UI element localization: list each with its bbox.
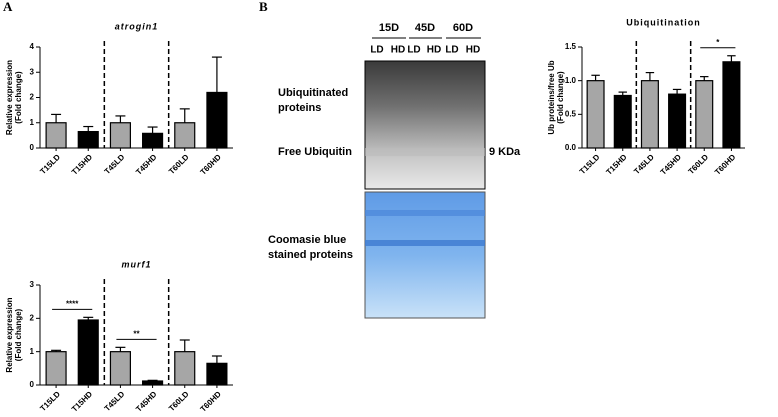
bar — [142, 380, 164, 386]
bar — [77, 319, 99, 386]
chart-title: murf1 — [121, 259, 151, 269]
blot-label: Ubiquitinated — [278, 87, 348, 99]
significance-label: **** — [66, 299, 79, 308]
y-axis-label: Relative expression — [5, 297, 14, 372]
x-tick-label: T45HD — [659, 152, 683, 176]
bar — [109, 351, 131, 386]
gel-band — [365, 240, 485, 246]
y-tick-label: 2 — [30, 93, 35, 102]
bar — [142, 132, 164, 149]
lane-label: HD — [391, 45, 405, 56]
lane-label: HD — [466, 45, 480, 56]
blot-label: proteins — [278, 102, 321, 114]
y-axis-label: (Fold change) — [14, 71, 23, 124]
y-axis-label: Relative expression — [5, 60, 14, 135]
x-tick-label: T60LD — [167, 389, 191, 413]
bar — [640, 80, 659, 149]
x-tick-label: T45LD — [632, 152, 656, 176]
blot-image — [364, 60, 486, 190]
x-tick-label: T60HD — [199, 152, 223, 176]
x-tick-label: T45LD — [103, 152, 127, 176]
blot-label: Free Ubiquitin — [278, 146, 352, 158]
bar — [722, 61, 741, 149]
bar — [206, 91, 228, 149]
y-tick-label: 1.5 — [565, 42, 577, 51]
panel-label: A — [3, 0, 13, 14]
y-tick-label: 1 — [30, 118, 35, 127]
y-tick-label: 0 — [30, 380, 35, 389]
bar — [77, 130, 99, 149]
bar — [45, 351, 67, 386]
lane-label: LD — [370, 45, 383, 56]
x-tick-label: T15LD — [578, 152, 602, 176]
x-tick-label: T60HD — [713, 152, 737, 176]
y-tick-label: 1 — [30, 347, 35, 356]
y-axis-label: (Fold change) — [14, 308, 23, 361]
bar — [586, 80, 605, 149]
y-axis-label: Ub proteins/free Ub — [547, 60, 556, 134]
x-tick-label: T15HD — [70, 389, 94, 413]
gel-band — [365, 210, 485, 216]
bar — [695, 80, 714, 149]
lane-label: LD — [407, 45, 420, 56]
group-label: 45D — [415, 22, 435, 34]
x-tick-label: T60LD — [167, 152, 191, 176]
significance-label: * — [716, 38, 720, 47]
blot-label: stained proteins — [268, 249, 353, 261]
bar — [668, 93, 687, 149]
blot-label: Coomasie blue — [268, 234, 346, 246]
x-tick-label: T45HD — [134, 389, 158, 413]
bar — [174, 351, 196, 386]
y-tick-label: 0.0 — [565, 143, 577, 152]
blot-band — [365, 148, 485, 156]
significance-label: ** — [133, 329, 140, 338]
bar — [206, 362, 228, 386]
y-tick-label: 4 — [30, 42, 35, 51]
x-tick-label: T60HD — [199, 389, 223, 413]
chart-title: atrogin1 — [115, 21, 159, 31]
blot-label: 9 KDa — [489, 146, 521, 158]
y-tick-label: 0.5 — [565, 109, 577, 118]
x-tick-label: T15LD — [38, 152, 62, 176]
group-label: 15D — [379, 22, 399, 34]
chart-title: Ubiquitination — [626, 17, 701, 27]
blot: 15D 45D 60D LD HD LD HD LD HD Ubiquitina… — [268, 22, 521, 319]
y-tick-label: 3 — [30, 280, 35, 289]
bar — [613, 94, 632, 149]
x-tick-label: T15LD — [38, 389, 62, 413]
group-label: 60D — [453, 22, 473, 34]
x-tick-label: T15HD — [604, 152, 628, 176]
x-tick-label: T60LD — [687, 152, 711, 176]
panel-label: B — [259, 0, 268, 14]
x-tick-label: T45HD — [134, 152, 158, 176]
y-tick-label: 3 — [30, 67, 35, 76]
lane-label: LD — [445, 45, 458, 56]
y-tick-label: 1.0 — [565, 76, 577, 85]
y-tick-label: 2 — [30, 313, 35, 322]
bar — [45, 122, 67, 149]
y-axis-label: (Fold change) — [556, 71, 565, 124]
x-tick-label: T15HD — [70, 152, 94, 176]
bar — [109, 122, 131, 149]
y-tick-label: 0 — [30, 143, 35, 152]
x-tick-label: T45LD — [103, 389, 127, 413]
lane-label: HD — [427, 45, 441, 56]
bar — [174, 122, 196, 149]
